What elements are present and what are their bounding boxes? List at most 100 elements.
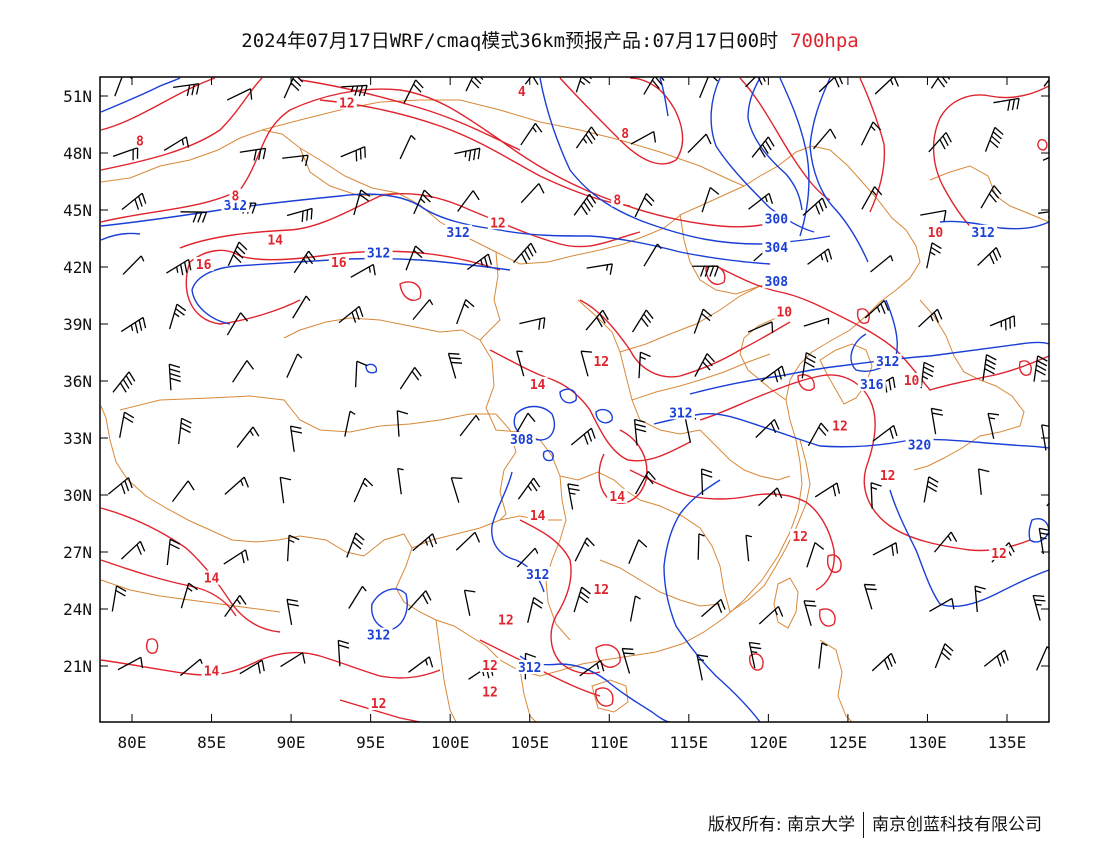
lon-tick-label: 120E — [749, 733, 788, 752]
wind-barb — [465, 77, 484, 92]
wind-barb — [459, 414, 480, 437]
contour-label-bg — [133, 133, 146, 148]
lon-tick-label: 135E — [988, 733, 1027, 752]
wind-barb — [408, 656, 434, 673]
wind-barb — [987, 412, 1000, 439]
contour-label: 10 — [776, 306, 792, 321]
contour-label-bg — [591, 582, 612, 596]
height-contour — [850, 299, 898, 372]
province-border — [639, 499, 731, 613]
contour-label: 16 — [196, 258, 212, 273]
wind-barb — [1033, 355, 1048, 382]
height-contours — [100, 77, 1049, 722]
lon-tick-label: 95E — [356, 733, 385, 752]
wind-barb — [517, 477, 541, 500]
wind-barb — [928, 132, 952, 153]
wind-barb — [803, 317, 830, 327]
wind-barb — [629, 595, 641, 622]
contour-label-bg — [364, 245, 393, 260]
wind-barb — [802, 197, 828, 216]
wind-barb — [806, 542, 825, 568]
wind-barb — [354, 360, 368, 388]
wind-barb — [643, 243, 662, 267]
wind-barb — [633, 418, 647, 446]
wind-barb — [340, 146, 366, 162]
height-contour — [100, 77, 181, 113]
contour-label-bg — [487, 215, 508, 230]
wind-barb — [860, 121, 882, 146]
temperature-contour — [100, 559, 237, 617]
japan-coast — [913, 299, 1025, 471]
province-border — [699, 429, 791, 481]
lat-tick-label: 45N — [63, 201, 92, 220]
province-border — [479, 339, 641, 501]
contour-label-bg — [857, 376, 886, 391]
map-title: 2024年07月17日WRF/cmaq模式36km预报产品:07月17日00时 7… — [0, 26, 1100, 53]
contour-label: 320 — [908, 439, 932, 454]
wind-barb — [758, 605, 784, 625]
contour-label-bg — [774, 304, 795, 319]
wind-barb — [694, 353, 715, 377]
province-border — [599, 559, 721, 607]
contour-label: 10 — [928, 226, 944, 241]
coastline — [100, 579, 281, 613]
wind-barb — [934, 643, 954, 669]
wind-barb — [350, 263, 376, 278]
contour-label: 312 — [367, 629, 390, 644]
wind-barb — [173, 83, 200, 96]
wind-barb — [399, 134, 416, 160]
contour-label: 14 — [204, 572, 220, 587]
lon-tick-label: 110E — [590, 733, 629, 752]
temperature-contour — [1018, 360, 1032, 376]
contour-label-bg — [364, 627, 393, 642]
boundary-lines — [100, 99, 1049, 722]
wind-barb — [818, 642, 828, 669]
wind-barb — [933, 531, 958, 553]
wind-barb — [696, 654, 709, 681]
wind-barb — [120, 540, 146, 560]
contour-label: 312 — [971, 226, 994, 241]
contour-label: 8 — [136, 135, 144, 150]
wind-barb — [920, 209, 947, 222]
wind-barb — [980, 185, 1002, 209]
contour-label: 304 — [765, 241, 789, 256]
wind-barb — [226, 88, 253, 101]
wind-barb — [337, 639, 350, 667]
plot-area — [100, 77, 1065, 722]
wind-barb — [920, 361, 935, 389]
japan-coast — [929, 165, 1049, 223]
wind-barb — [122, 255, 145, 275]
contour-label: 312 — [669, 406, 692, 421]
wind-barb — [1042, 156, 1049, 161]
wind-barb — [341, 84, 368, 97]
wind-barb — [463, 589, 476, 616]
wind-barb — [1050, 238, 1065, 263]
height-contour — [519, 655, 671, 722]
wind-barb — [801, 352, 817, 379]
province-border — [495, 413, 517, 521]
wind-barb — [112, 371, 136, 393]
contour-label: 316 — [860, 378, 884, 393]
wind-barb — [412, 533, 438, 552]
lon-tick-label: 100E — [431, 733, 470, 752]
height-contour — [653, 412, 1049, 449]
contour-label-bg — [527, 507, 548, 522]
contour-label-bg — [873, 354, 902, 368]
wind-barb — [1038, 211, 1049, 218]
wind-barb — [236, 426, 260, 448]
province-border — [283, 317, 481, 341]
contour-label-bg — [969, 224, 998, 239]
lat-tick-label: 33N — [63, 429, 92, 448]
wind-barb — [983, 649, 1009, 667]
contour-label: 308 — [765, 275, 789, 290]
wind-barb — [232, 360, 255, 383]
longitude-axis: 80E 85E 90E 95E 100E 105E 110E 115E 120E 125E 130E… — [118, 77, 1027, 752]
wind-barb — [567, 483, 580, 510]
lat-tick-label: 39N — [63, 315, 92, 334]
height-contour — [1028, 518, 1049, 543]
wind-barb — [450, 477, 463, 503]
credit-right: 南京创蓝科技有限公司 — [872, 815, 1042, 835]
lat-tick-label: 30N — [63, 486, 92, 505]
temperature-contour — [1037, 138, 1048, 151]
wind-barb — [227, 241, 248, 267]
